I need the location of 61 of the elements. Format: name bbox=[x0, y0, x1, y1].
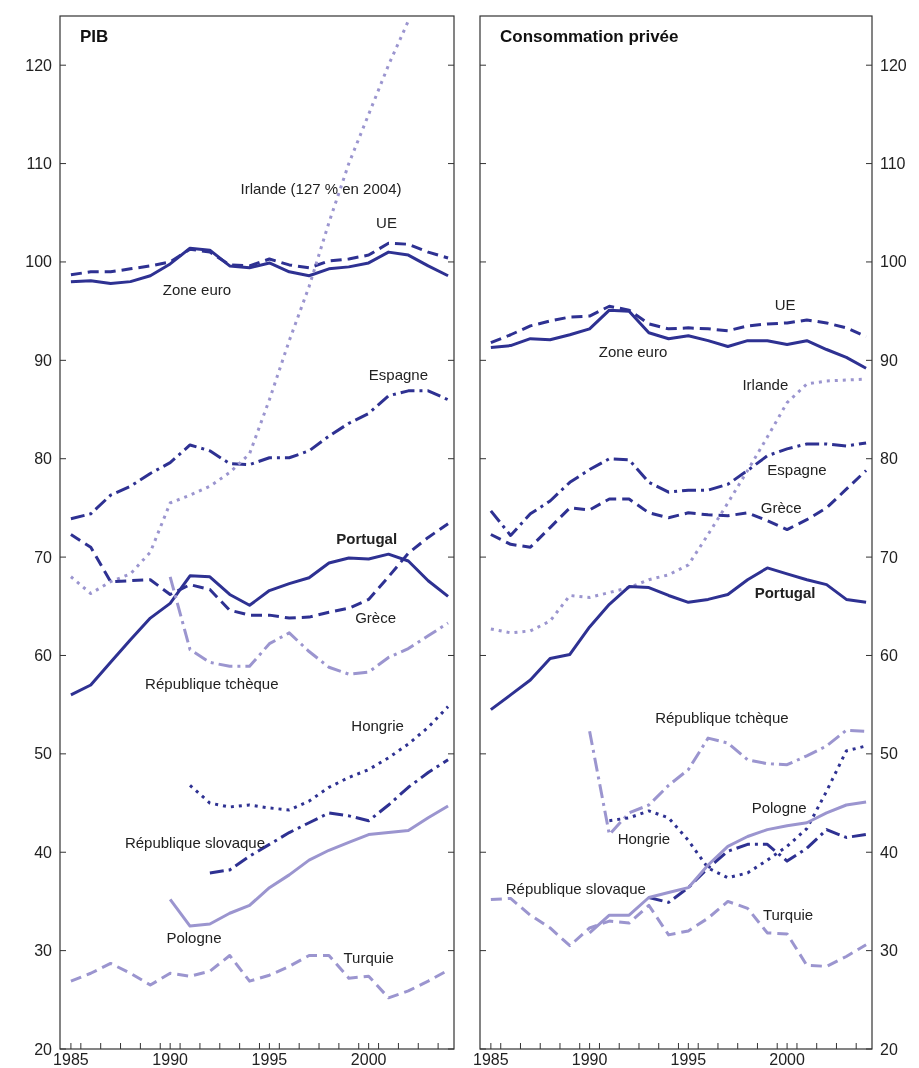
series-label: Hongrie bbox=[617, 829, 671, 847]
series-label: Espagne bbox=[767, 461, 827, 479]
series-label: Turquie bbox=[762, 905, 814, 923]
line-series bbox=[489, 441, 868, 537]
series-label: République tchèque bbox=[145, 674, 279, 692]
line-series bbox=[168, 575, 450, 676]
series-label: Irlande (127 % en 2004) bbox=[240, 179, 402, 197]
line-series bbox=[69, 246, 450, 286]
series-label: République tchèque bbox=[655, 708, 789, 726]
series-label: Espagne bbox=[368, 365, 429, 383]
series-label: République slovaque bbox=[124, 833, 266, 851]
y-tick-label: 90 bbox=[880, 351, 898, 369]
series-label: Turquie bbox=[343, 949, 394, 967]
y-tick-label: 80 bbox=[880, 450, 898, 468]
y-tick-label: 40 bbox=[34, 843, 53, 861]
y-tick-label: 30 bbox=[880, 942, 898, 960]
series-label: Pologne bbox=[166, 929, 222, 947]
y-tick-label: 20 bbox=[34, 1040, 53, 1058]
y-tick-label: 40 bbox=[880, 843, 898, 861]
y-tick-label: 50 bbox=[34, 745, 53, 763]
y-tick-label: 70 bbox=[34, 548, 53, 566]
line-series bbox=[489, 308, 868, 370]
y-tick-label: 110 bbox=[880, 155, 906, 173]
y-tick-label: 60 bbox=[34, 646, 53, 664]
x-tick-label: 1985 bbox=[473, 1051, 509, 1068]
series-label: Irlande bbox=[742, 376, 789, 394]
line-series bbox=[489, 566, 868, 712]
series-label: République slovaque bbox=[505, 880, 646, 898]
x-tick-label: 2000 bbox=[769, 1051, 805, 1068]
series-label: Hongrie bbox=[351, 716, 404, 734]
series-label: Zone euro bbox=[162, 281, 232, 298]
text: PIB bbox=[80, 27, 109, 46]
y-tick-label: 80 bbox=[34, 450, 53, 468]
text: Consommation privée bbox=[500, 27, 679, 46]
series-label: UE bbox=[774, 295, 796, 313]
series-label: Portugal bbox=[754, 584, 816, 602]
x-tick-label: 1990 bbox=[152, 1051, 189, 1068]
x-tick-label: 1995 bbox=[251, 1051, 288, 1068]
y-tick-label: 60 bbox=[880, 646, 898, 664]
series-label: Portugal bbox=[336, 529, 398, 547]
x-tick-label: 1985 bbox=[53, 1051, 89, 1068]
y-tick-label: 110 bbox=[26, 155, 53, 173]
y-tick-label: 100 bbox=[880, 253, 907, 271]
x-tick-label: 1995 bbox=[670, 1051, 707, 1068]
line-series bbox=[69, 389, 450, 521]
y-tick-label: 120 bbox=[880, 56, 907, 74]
y-tick-label: 70 bbox=[880, 548, 898, 566]
line-series bbox=[188, 705, 450, 812]
series-label: Zone euro bbox=[598, 342, 668, 360]
y-tick-label: 90 bbox=[34, 351, 53, 369]
series-label: Grèce bbox=[355, 608, 397, 626]
series-label: UE bbox=[376, 214, 397, 232]
series-label: Grèce bbox=[760, 499, 802, 517]
y-tick-label: 100 bbox=[25, 253, 53, 271]
series-label: Pologne bbox=[751, 799, 807, 817]
y-tick-label: 30 bbox=[34, 942, 53, 960]
y-tick-label: 120 bbox=[25, 56, 53, 74]
x-tick-label: 1990 bbox=[571, 1051, 608, 1068]
y-tick-label: 20 bbox=[880, 1040, 898, 1058]
x-tick-label: 2000 bbox=[350, 1051, 387, 1068]
y-tick-label: 50 bbox=[880, 745, 898, 763]
